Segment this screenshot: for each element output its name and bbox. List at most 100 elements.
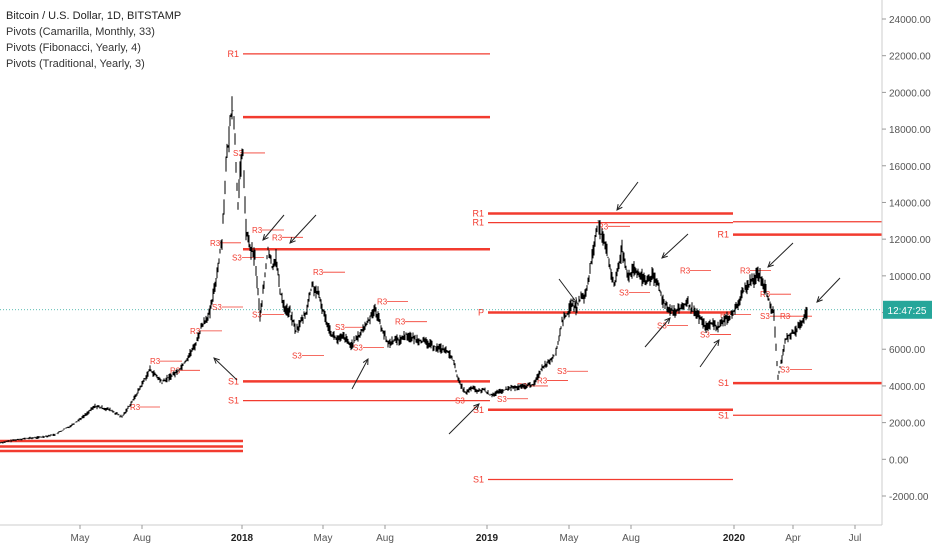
y-tick-label: 6000.00 bbox=[889, 345, 926, 356]
monthly-pivot-lines: R3 R3 R3 R3 S3 R3 S3 S3 R3 R3 S3 R3 S3 S3 R3 S3 R3 S3 R3 S3… bbox=[130, 149, 812, 412]
annotation-arrow-head bbox=[213, 357, 220, 364]
legend-indicator-traditional[interactable]: Pivots (Traditional, Yearly, 3) bbox=[6, 58, 145, 70]
monthly-pivot-label: R3 bbox=[377, 298, 388, 307]
pivot-label: S1 bbox=[473, 474, 484, 484]
chart-legend: Bitcoin / U.S. Dollar, 1D, BITSTAMP Pivo… bbox=[6, 8, 181, 72]
monthly-pivot-label: S3 bbox=[760, 312, 770, 321]
y-tick-label: 22000.00 bbox=[889, 52, 931, 63]
x-tick-label: Jul bbox=[849, 533, 862, 544]
monthly-pivot-label: R3 bbox=[313, 268, 324, 277]
price-series bbox=[0, 96, 808, 444]
pivot-label: S1 bbox=[228, 376, 239, 386]
pivot-label: R1 bbox=[227, 49, 239, 59]
y-tick-label: -2000.00 bbox=[889, 492, 929, 503]
y-tick-label: 18000.00 bbox=[889, 125, 931, 136]
x-tick-label: Aug bbox=[622, 533, 640, 544]
annotation-arrow-head bbox=[616, 204, 623, 211]
x-tick-label: May bbox=[560, 533, 579, 544]
annotation-arrow-head bbox=[767, 261, 774, 268]
annotation-arrow-head bbox=[473, 403, 480, 410]
monthly-pivot-label: R3 bbox=[395, 318, 406, 327]
annotation-arrow[interactable] bbox=[616, 181, 639, 211]
monthly-pivot-label: R3 bbox=[130, 403, 141, 412]
x-tick-label: May bbox=[314, 533, 333, 544]
x-tick-label: Aug bbox=[133, 533, 151, 544]
y-tick-label: 20000.00 bbox=[889, 88, 931, 99]
annotation-arrow[interactable] bbox=[351, 358, 369, 390]
monthly-pivot-label: R3 bbox=[680, 266, 691, 275]
annotation-arrow[interactable] bbox=[767, 242, 794, 268]
monthly-pivot-label: S3 bbox=[252, 310, 262, 319]
x-tick-label: 2020 bbox=[723, 533, 746, 544]
monthly-pivot-label: R3 bbox=[780, 312, 791, 321]
monthly-pivot-label: S3 bbox=[657, 321, 667, 330]
legend-title[interactable]: Bitcoin / U.S. Dollar, 1D, BITSTAMP bbox=[6, 10, 182, 22]
monthly-pivot-label: S3 bbox=[700, 331, 710, 340]
y-tick-label: 14000.00 bbox=[889, 198, 931, 209]
monthly-pivot-label: S3 bbox=[619, 288, 629, 297]
annotation-arrow[interactable] bbox=[262, 214, 285, 241]
monthly-pivot-label: R3 bbox=[252, 226, 263, 235]
annotation-arrow[interactable] bbox=[644, 317, 671, 348]
monthly-pivot-label: R3 bbox=[150, 357, 161, 366]
monthly-pivot-label: S3 bbox=[232, 254, 242, 263]
last-price-badge-bg bbox=[883, 300, 932, 319]
monthly-pivot-label: S3 bbox=[335, 323, 345, 332]
pivot-label: R1 bbox=[472, 218, 484, 228]
x-tick-label: Apr bbox=[785, 533, 801, 544]
monthly-pivot-label: S3 bbox=[353, 343, 363, 352]
x-tick-label: 2019 bbox=[476, 533, 499, 544]
monthly-pivot-label: S3 bbox=[233, 149, 243, 158]
monthly-pivot-label: R3 bbox=[210, 239, 221, 248]
annotation-arrow[interactable] bbox=[816, 277, 841, 303]
monthly-pivot-label: S3 bbox=[212, 303, 222, 312]
monthly-pivot-label: S3 bbox=[455, 397, 465, 406]
monthly-pivot-label: S3 bbox=[497, 395, 507, 404]
monthly-pivot-label: S3 bbox=[292, 352, 302, 361]
monthly-pivot-label: S3 bbox=[557, 367, 567, 376]
pivot-label: S1 bbox=[718, 410, 729, 420]
annotation-arrow[interactable] bbox=[661, 233, 689, 259]
y-tick-label: 12000.00 bbox=[889, 235, 931, 246]
y-tick-label: 4000.00 bbox=[889, 382, 926, 393]
annotation-arrow-head bbox=[713, 339, 720, 347]
pivot-label: P bbox=[478, 308, 484, 318]
y-tick-label: 0.00 bbox=[889, 455, 909, 466]
annotation-arrow-head bbox=[262, 234, 269, 241]
annotation-arrows bbox=[213, 181, 841, 435]
annotation-arrow[interactable] bbox=[448, 403, 480, 435]
monthly-pivot-label: S3 bbox=[780, 365, 790, 374]
y-tick-label: 24000.00 bbox=[889, 15, 931, 26]
annotation-arrow-head bbox=[664, 317, 671, 324]
annotation-arrow[interactable] bbox=[558, 278, 578, 304]
y-axis[interactable]: 24000.00 22000.00 20000.00 18000.00 16000.00… bbox=[882, 15, 931, 503]
annotation-arrow-head bbox=[362, 357, 369, 366]
pivot-label: S1 bbox=[473, 405, 484, 415]
annotation-arrow-head bbox=[289, 237, 296, 244]
pivot-label: S1 bbox=[718, 378, 729, 388]
legend-indicator-camarilla[interactable]: Pivots (Camarilla, Monthly, 33) bbox=[6, 26, 155, 38]
pivot-label: R1 bbox=[717, 230, 729, 240]
annotation-arrow-head bbox=[816, 296, 823, 303]
last-price-badge: 12:47:25 bbox=[883, 300, 932, 319]
annotation-arrow[interactable] bbox=[699, 339, 720, 368]
y-tick-label: 10000.00 bbox=[889, 272, 931, 283]
last-price-text: 12:47:25 bbox=[888, 306, 927, 317]
pivot-label: R1 bbox=[472, 208, 484, 218]
annotation-arrow[interactable] bbox=[289, 214, 317, 244]
pivot-label: S1 bbox=[228, 396, 239, 406]
x-axis[interactable]: May Aug 2018 May Aug 2019 May Aug 2020 Apr Jul bbox=[71, 525, 862, 544]
monthly-pivot-label: R3 bbox=[740, 266, 751, 275]
legend-indicator-fibonacci[interactable]: Pivots (Fibonacci, Yearly, 4) bbox=[6, 42, 141, 54]
monthly-pivot-label: R3 bbox=[170, 366, 181, 375]
annotation-arrow-head bbox=[571, 297, 578, 304]
annotation-arrow-head bbox=[661, 252, 668, 259]
monthly-pivot-label: R3 bbox=[190, 327, 201, 336]
annotation-arrow[interactable] bbox=[213, 357, 238, 381]
y-tick-label: 2000.00 bbox=[889, 419, 926, 430]
y-tick-label: 16000.00 bbox=[889, 162, 931, 173]
x-tick-label: May bbox=[71, 533, 90, 544]
x-tick-label: Aug bbox=[376, 533, 394, 544]
